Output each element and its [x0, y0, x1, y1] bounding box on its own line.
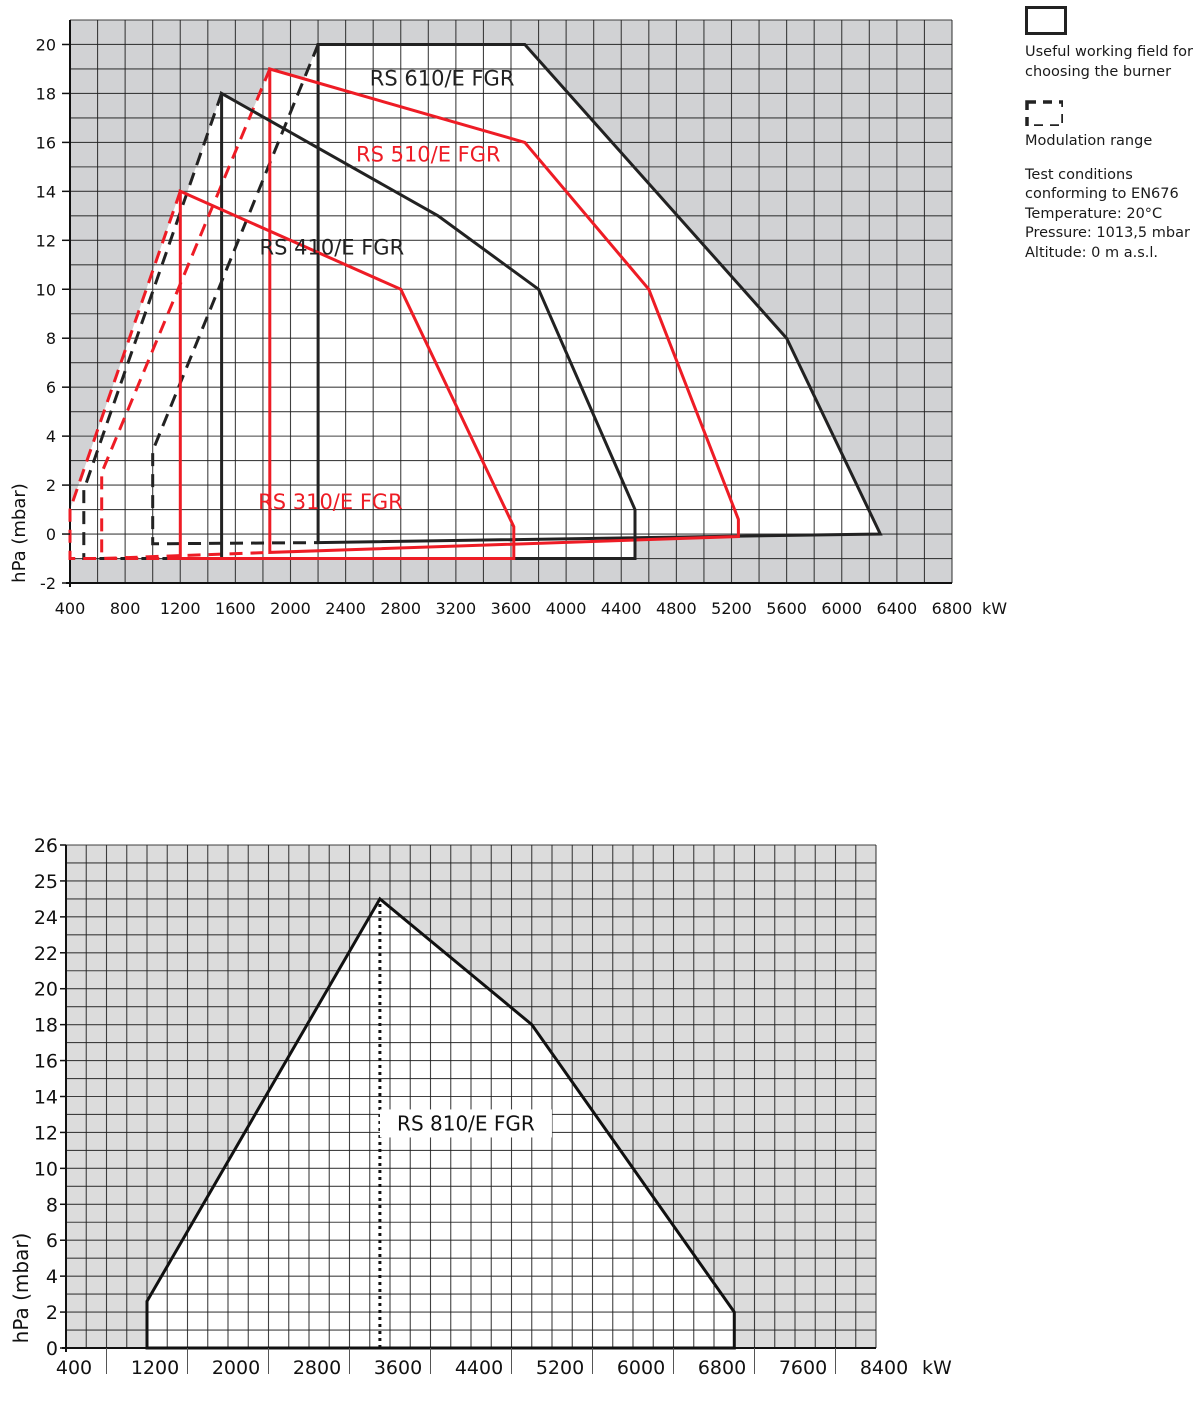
y-axis-title: hPa (mbar) — [9, 1233, 33, 1344]
x-tick-label: 400 — [56, 1357, 92, 1379]
y-tick-label: 25 — [34, 871, 58, 893]
x-tick-label: 4800 — [656, 599, 697, 618]
y-tick-label: 6 — [46, 378, 56, 397]
modulation-range-0 — [151, 43, 320, 546]
series-label-background — [379, 1109, 552, 1138]
chart-1: RS 610/E FGR RS 510/E FGR RS 410/E FGR RS 3… — [9, 19, 1007, 618]
x-tick-label: 4400 — [601, 599, 642, 618]
chart-2: RS 810/E FGR 400 1200 2000 2800 3600 4400 5200 6… — [9, 835, 952, 1379]
y-tick-label: 10 — [34, 1158, 58, 1180]
working-field — [145, 896, 736, 1350]
y-tick-label: 4 — [46, 1266, 58, 1288]
y-tick-label: 4 — [46, 427, 56, 446]
y-tick-label: 0 — [46, 525, 56, 544]
x-tick-label: 2800 — [293, 1357, 341, 1379]
series-label: RS 610/E FGR — [370, 67, 515, 91]
x-tick-label: 7600 — [779, 1357, 827, 1379]
y-tick-label: 20 — [34, 979, 58, 1001]
y-tick-label: 6 — [46, 1230, 58, 1252]
working-field-3 — [178, 188, 516, 560]
legend-modulation: Modulation range — [1025, 133, 1153, 149]
test-conditions-3: Pressure: 1013,5 mbar — [1025, 225, 1190, 241]
x-tick-label: 6800 — [932, 599, 973, 618]
y-tick-label: 8 — [46, 1194, 58, 1216]
x-tick-label: 6000 — [617, 1357, 665, 1379]
modulation-legend-icon — [1025, 100, 1063, 126]
y-axis-title: hPa (mbar) — [9, 483, 30, 583]
x-tick-label: 4400 — [455, 1357, 503, 1379]
legend: Useful working field for choosing the bu… — [1025, 6, 1198, 263]
y-tick-label: 8 — [46, 329, 56, 348]
x-tick-label: 5200 — [536, 1357, 584, 1379]
x-tick-label: 6400 — [877, 599, 918, 618]
y-tick-label: 18 — [34, 1015, 58, 1037]
x-tick-label: 5600 — [766, 599, 807, 618]
x-tick-label: 3200 — [436, 599, 477, 618]
y-tick-label: 2 — [46, 476, 56, 495]
y-tick-label: 14 — [34, 1087, 58, 1109]
y-tick-label: 2 — [46, 1302, 58, 1324]
y-tick-label: 26 — [34, 835, 58, 857]
series-label: RS 410/E FGR — [260, 236, 405, 260]
x-tick-label: 5200 — [711, 599, 752, 618]
x-tick-label: 2800 — [380, 599, 421, 618]
x-tick-label: 6000 — [821, 599, 862, 618]
working-field-fill — [180, 191, 514, 559]
y-tick-label: 18 — [36, 84, 56, 103]
x-tick-label: 400 — [55, 599, 86, 618]
x-tick-label: 6800 — [698, 1357, 746, 1379]
y-tick-label: -2 — [40, 574, 56, 593]
series-label: RS 310/E FGR — [258, 490, 403, 514]
series-label: RS 810/E FGR — [397, 1111, 535, 1135]
x-tick-label: 2400 — [325, 599, 366, 618]
test-conditions-4: Altitude: 0 m a.s.l. — [1025, 244, 1159, 261]
working-field-0 — [316, 43, 883, 545]
test-conditions-2: Temperature: 20°C — [1025, 205, 1163, 222]
x-tick-label: 2000 — [212, 1357, 260, 1379]
y-tick-label: 16 — [36, 133, 56, 152]
x-tick-label: 8400 — [860, 1357, 908, 1379]
x-tick-label: 4000 — [546, 599, 587, 618]
working-field-1 — [268, 67, 740, 554]
y-tick-label: 14 — [36, 182, 56, 201]
test-conditions-1: Test conditions conforming to EN676 — [1025, 166, 1179, 203]
y-tick-label: 12 — [36, 231, 56, 250]
y-tick-label: 0 — [46, 1338, 58, 1360]
series-label: RS 510/E FGR — [356, 143, 501, 167]
legend-working-field: Useful working field for choosing the bu… — [1025, 44, 1193, 80]
y-tick-label: 12 — [34, 1122, 58, 1144]
x-tick-label: 1600 — [215, 599, 256, 618]
x-tick-label: 3600 — [374, 1357, 422, 1379]
x-tick-label: 800 — [110, 599, 141, 618]
x-tick-label: 2000 — [270, 599, 311, 618]
y-tick-label: 24 — [34, 907, 58, 929]
x-axis-unit: kW — [982, 599, 1007, 618]
working-field-legend-icon — [1025, 6, 1067, 35]
y-tick-label: 22 — [34, 943, 58, 965]
x-tick-label: 1200 — [131, 1357, 179, 1379]
x-axis-unit: kW — [922, 1357, 952, 1379]
x-tick-label: 1200 — [160, 599, 201, 618]
y-tick-label: 10 — [36, 280, 56, 299]
y-tick-label: 16 — [34, 1051, 58, 1073]
y-tick-label: 20 — [36, 35, 56, 54]
x-tick-label: 3600 — [491, 599, 532, 618]
modulation-range-1 — [100, 68, 272, 561]
